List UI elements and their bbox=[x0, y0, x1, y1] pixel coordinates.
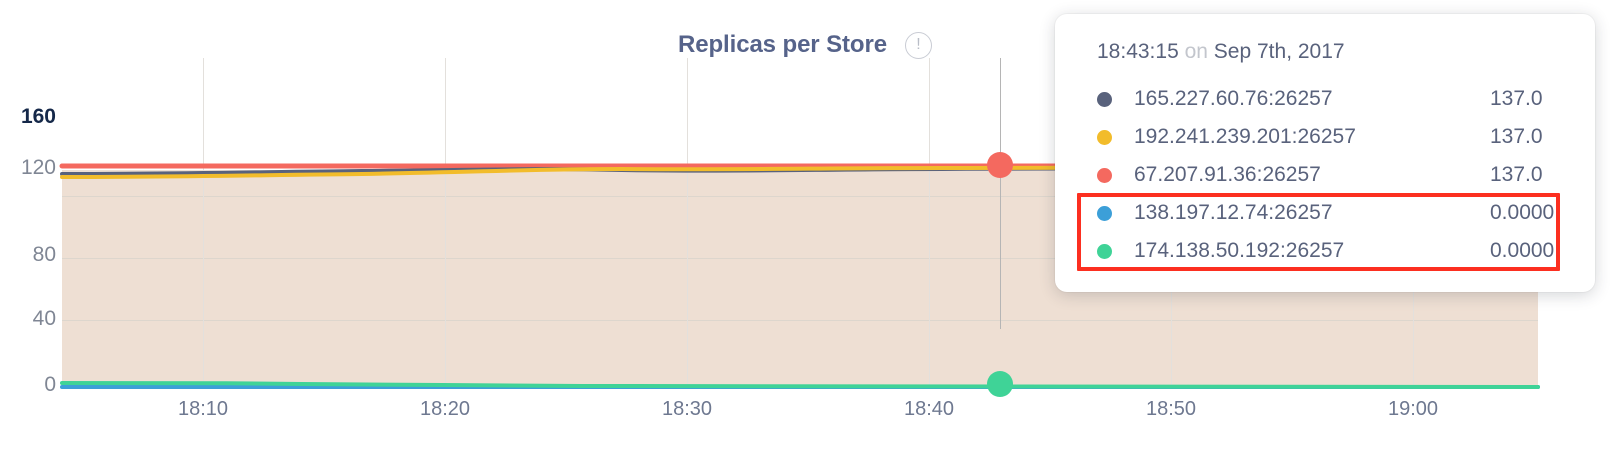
gridline-y-40 bbox=[62, 320, 1538, 321]
tooltip-series-value: 0.0000 bbox=[1490, 239, 1555, 262]
x-axis-tick-1900: 19:00 bbox=[1387, 398, 1439, 420]
tooltip-row: 67.207.91.36:26257 137.0 bbox=[1055, 156, 1595, 194]
y-axis-tick-160: 160 bbox=[20, 105, 56, 128]
tooltip-on-word: on bbox=[1184, 40, 1208, 63]
tooltip-series-value: 137.0 bbox=[1490, 87, 1543, 110]
series-line-174-138-50-192 bbox=[60, 381, 1540, 389]
tooltip-row: 165.227.60.76:26257 137.0 bbox=[1055, 80, 1595, 118]
hover-crosshair-line bbox=[1000, 58, 1001, 329]
tooltip-series-label: 165.227.60.76:26257 bbox=[1134, 87, 1333, 110]
tooltip-time: 18:43:15 bbox=[1097, 40, 1179, 63]
tooltip-row: 192.241.239.201:26257 137.0 bbox=[1055, 118, 1595, 156]
hover-dot-67-207-91-36 bbox=[987, 152, 1013, 178]
gridline-x-1820 bbox=[445, 58, 446, 387]
x-axis-tick-1820: 18:20 bbox=[419, 398, 471, 420]
y-axis-tick-40: 40 bbox=[32, 307, 56, 330]
gridline-x-1810 bbox=[203, 58, 204, 387]
hover-dot-174-138-50-192 bbox=[987, 371, 1013, 397]
x-axis-tick-1850: 18:50 bbox=[1145, 398, 1197, 420]
tooltip-series-rows: 165.227.60.76:26257 137.0 192.241.239.20… bbox=[1055, 80, 1595, 271]
series-swatch-dot-icon bbox=[1097, 243, 1112, 259]
tooltip-series-label: 67.207.91.36:26257 bbox=[1134, 163, 1321, 186]
y-axis-tick-120: 120 bbox=[20, 156, 56, 179]
tooltip-series-label: 192.241.239.201:26257 bbox=[1134, 125, 1356, 148]
y-axis-tick-0: 0 bbox=[44, 373, 56, 396]
y-axis-tick-80: 80 bbox=[32, 243, 56, 266]
tooltip-row: 174.138.50.192:26257 0.0000 bbox=[1055, 232, 1595, 270]
info-icon-glyph: ! bbox=[916, 36, 921, 53]
series-swatch-dot-icon bbox=[1097, 167, 1112, 183]
gridline-x-1830 bbox=[687, 58, 688, 387]
tooltip-row: 138.197.12.74:26257 0.0000 bbox=[1055, 194, 1595, 232]
exclamation-circle-icon[interactable]: ! bbox=[904, 31, 932, 59]
series-swatch-dot-icon bbox=[1097, 91, 1112, 107]
x-axis-tick-1840: 18:40 bbox=[903, 398, 955, 420]
tooltip-series-value: 137.0 bbox=[1490, 163, 1543, 186]
tooltip-date: Sep 7th, 2017 bbox=[1213, 40, 1345, 63]
x-axis-tick-1830: 18:30 bbox=[661, 398, 713, 420]
series-swatch-dot-icon bbox=[1097, 205, 1112, 221]
x-axis-tick-1810: 18:10 bbox=[177, 398, 229, 420]
chart-hover-tooltip: 18:43:15 on Sep 7th, 2017 165.227.60.76:… bbox=[1055, 14, 1595, 292]
gridline-y-120 bbox=[62, 196, 1538, 197]
page-title: Replicas per Store bbox=[678, 31, 887, 58]
tooltip-series-label: 174.138.50.192:26257 bbox=[1134, 239, 1345, 262]
series-swatch-dot-icon bbox=[1097, 129, 1112, 145]
tooltip-series-label: 138.197.12.74:26257 bbox=[1134, 201, 1333, 224]
tooltip-timestamp: 18:43:15 on Sep 7th, 2017 bbox=[1055, 40, 1595, 80]
tooltip-series-value: 0.0000 bbox=[1490, 201, 1555, 224]
tooltip-series-value: 137.0 bbox=[1490, 125, 1543, 148]
gridline-y-80 bbox=[62, 258, 1538, 259]
gridline-x-1840 bbox=[929, 58, 930, 387]
